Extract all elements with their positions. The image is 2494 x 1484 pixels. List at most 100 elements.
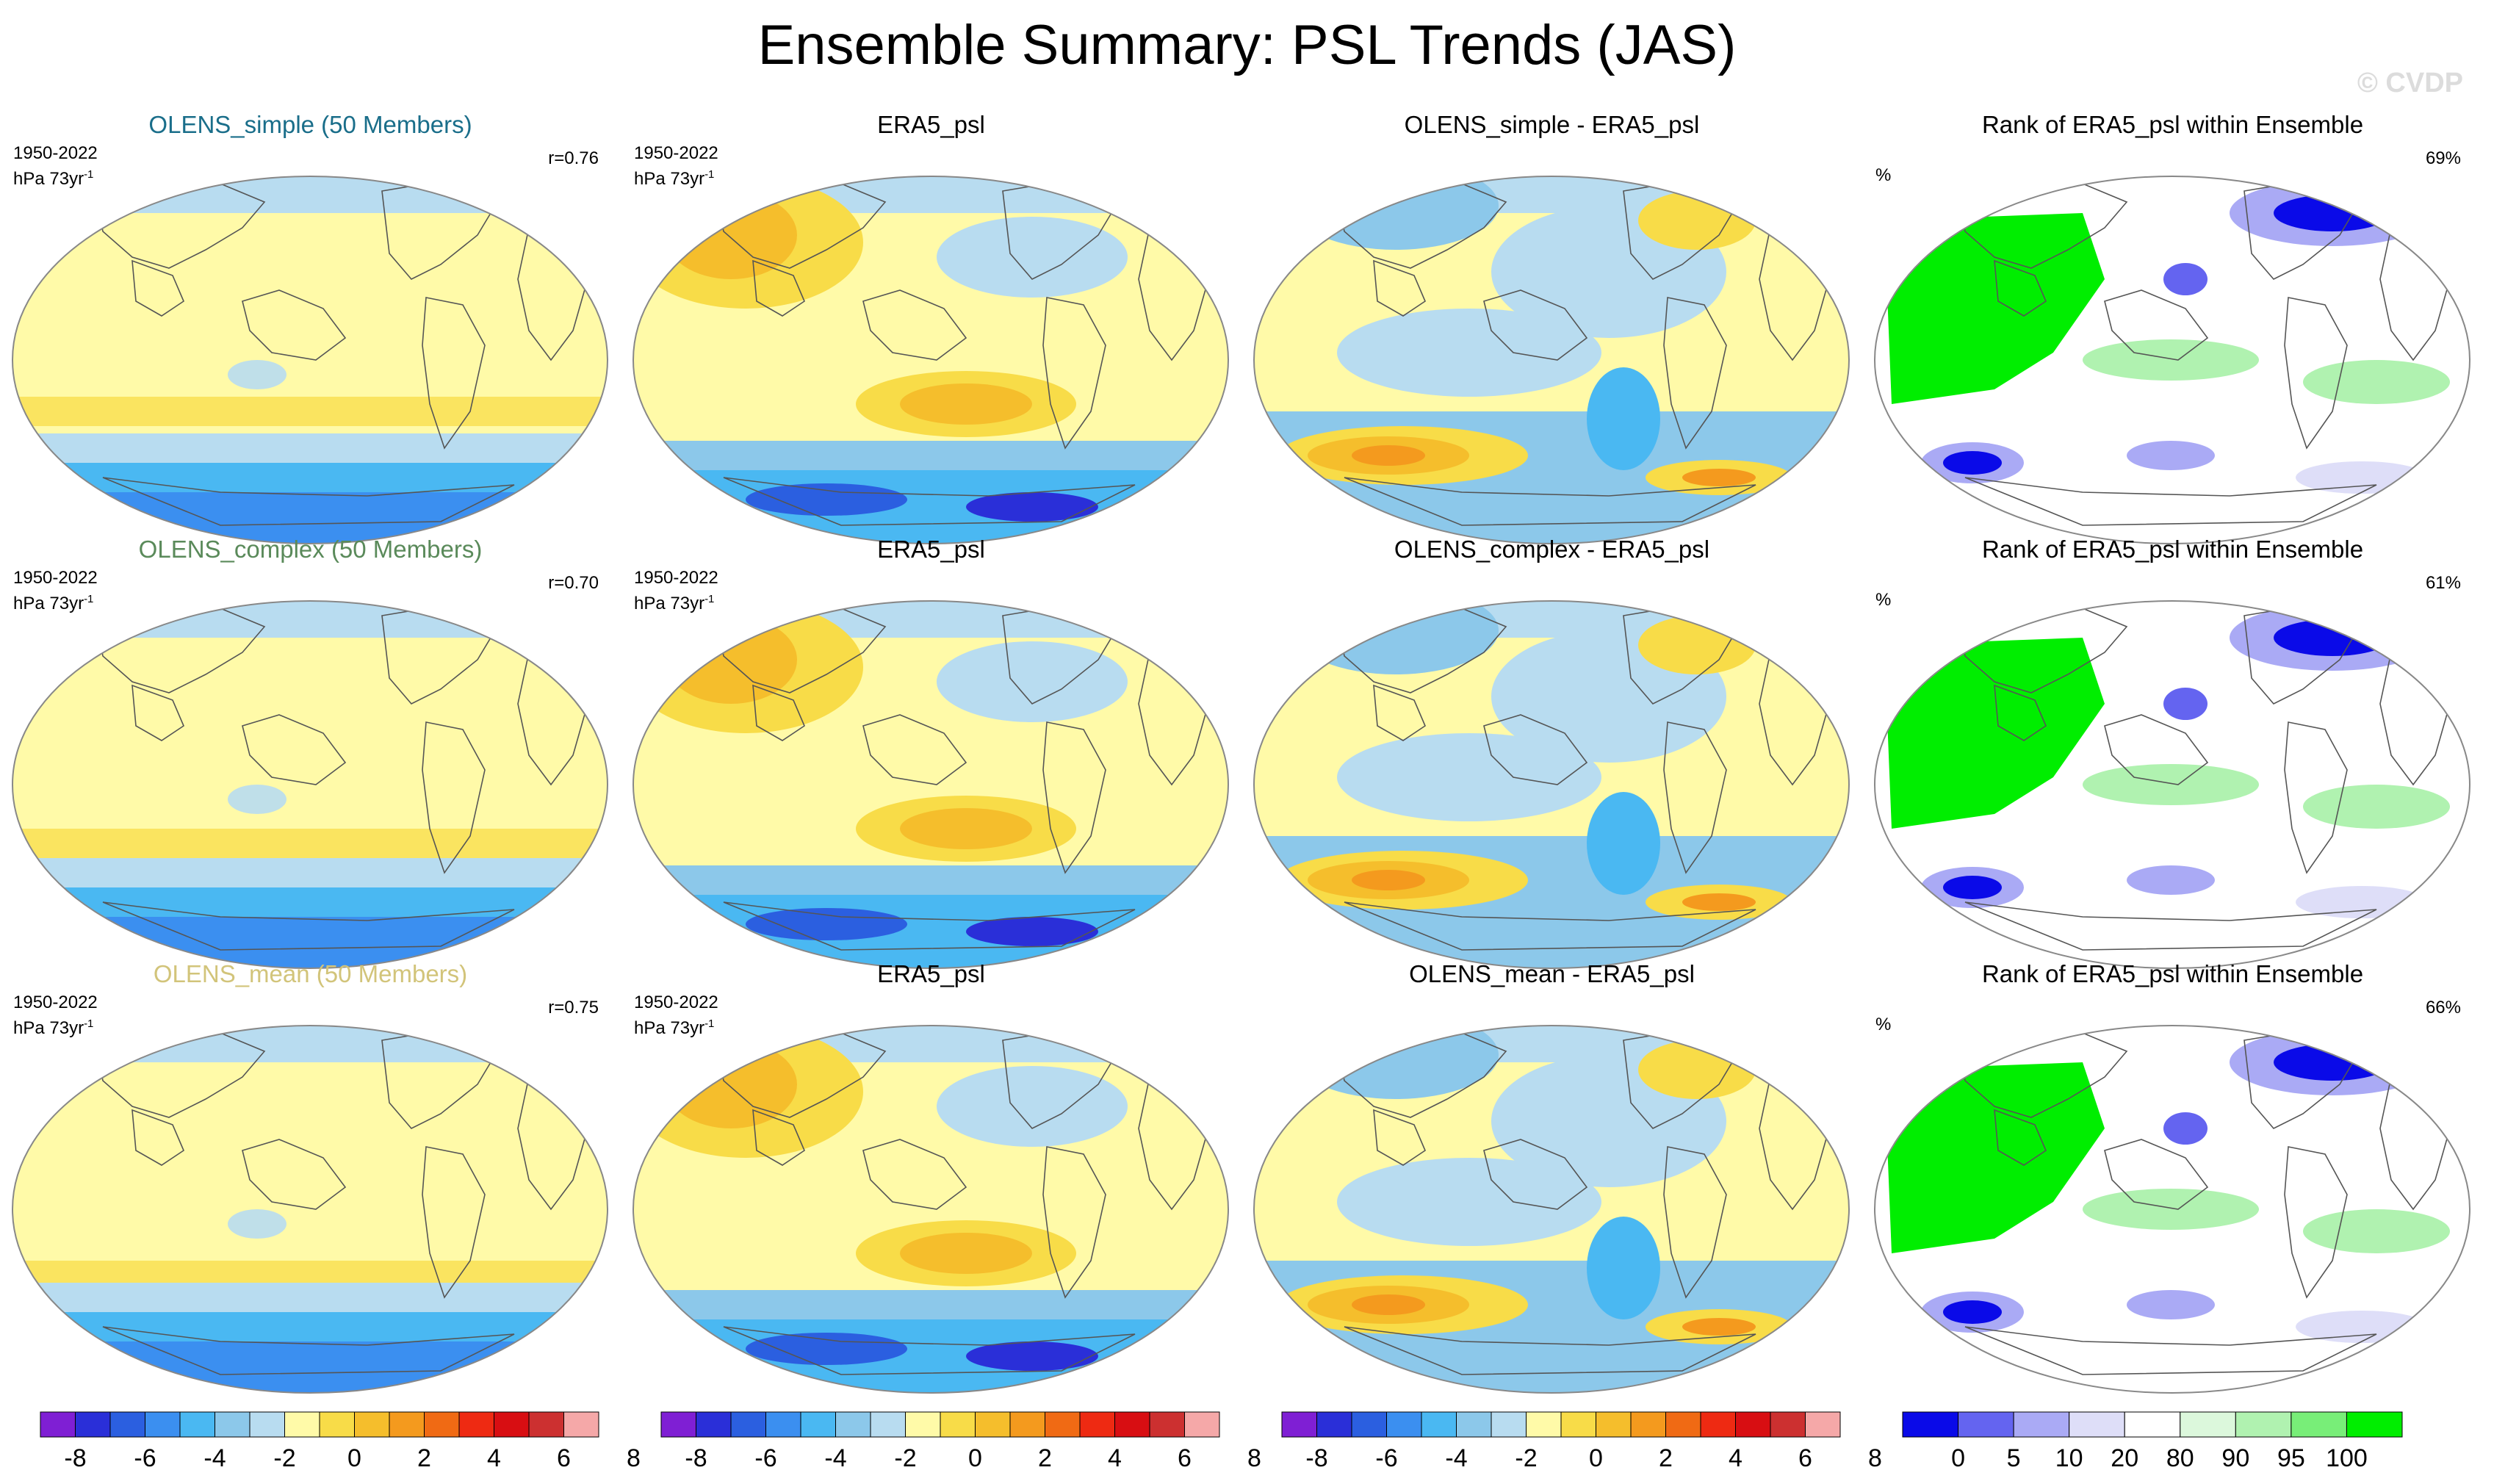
coastline xyxy=(2284,721,2348,874)
coastline xyxy=(1042,297,1106,450)
units-text: hPa 73yr xyxy=(13,594,84,613)
coastline xyxy=(752,684,805,741)
coastline xyxy=(862,714,967,785)
units-text: hPa 73yr xyxy=(634,169,705,189)
colorbar-swatch xyxy=(389,1411,425,1438)
coastline xyxy=(2104,714,2209,785)
coastline xyxy=(1994,259,2047,317)
colorbar-swatch xyxy=(905,1411,941,1438)
colorbar-tick-label: 0 xyxy=(968,1444,982,1472)
coastline xyxy=(1663,297,1727,450)
units-text: hPa 73yr xyxy=(634,594,705,613)
panel-title: Rank of ERA5_psl within Ensemble xyxy=(1981,536,2364,563)
colorbar-tick-label: -6 xyxy=(1375,1444,1397,1472)
colorbar-swatch xyxy=(2346,1411,2403,1438)
colorbar-swatch xyxy=(1149,1411,1185,1438)
coastline xyxy=(723,901,1136,951)
map-svg xyxy=(12,176,608,544)
units-label: hPa 73yr-1 xyxy=(634,1013,718,1039)
map-svg xyxy=(12,1025,608,1394)
coastline xyxy=(242,289,347,361)
colorbar-swatch xyxy=(1351,1411,1387,1438)
colorbar-tick-label: 0 xyxy=(1951,1444,1965,1472)
coastline xyxy=(1663,1146,1727,1299)
colorbar-swatch xyxy=(730,1411,766,1438)
units-label: hPa 73yr-1 xyxy=(13,1013,98,1039)
units-label: hPa 73yr-1 xyxy=(13,588,98,614)
colorbar-swatch xyxy=(109,1411,145,1438)
map-svg xyxy=(632,600,1229,969)
pattern-correlation: r=0.70 xyxy=(548,573,599,593)
period-label: 1950-2022 xyxy=(13,143,98,163)
map-panel: ERA5_psl 1950-2022 hPa 73yr-1 xyxy=(621,110,1241,544)
coastline xyxy=(1483,714,1588,785)
colorbar-swatch xyxy=(1630,1411,1666,1438)
coastline xyxy=(131,684,184,741)
units-exponent: -1 xyxy=(704,1017,715,1030)
colorbar-swatch xyxy=(284,1411,320,1438)
colorbar-swatch xyxy=(696,1411,732,1438)
coastline xyxy=(1994,684,2047,741)
coastline xyxy=(1483,289,1588,361)
map-svg xyxy=(12,600,608,969)
colorbar-swatch xyxy=(800,1411,836,1438)
units-text: hPa 73yr xyxy=(634,1018,705,1038)
colorbar-swatch xyxy=(215,1411,251,1438)
rank-percent: 61% xyxy=(2425,573,2461,593)
map-panel: ERA5_psl 1950-2022 hPa 73yr-1 xyxy=(621,959,1241,1394)
coastline xyxy=(1373,259,1426,317)
colorbar-tick-label: 8 xyxy=(627,1444,641,1472)
colorbar-swatch xyxy=(975,1411,1011,1438)
panel-meta: 1950-2022 hPa 73yr-1 xyxy=(634,143,718,190)
colorbar-swatch xyxy=(75,1411,111,1438)
coastline xyxy=(2284,1146,2348,1299)
period-label: 1950-2022 xyxy=(634,568,718,588)
map-panel: Rank of ERA5_psl within Ensemble% 69% xyxy=(1862,110,2483,544)
colorbar-swatch xyxy=(528,1411,564,1438)
map-svg xyxy=(1874,1025,2470,1394)
coastline xyxy=(1964,477,2377,526)
colorbar-tick-label: -8 xyxy=(685,1444,707,1472)
colorbar-tick-label: 95 xyxy=(2277,1444,2305,1472)
colorbar-tick-label: -2 xyxy=(1515,1444,1537,1472)
colorbar-swatch xyxy=(2291,1411,2347,1438)
colorbar-tick-label: 2 xyxy=(1659,1444,1673,1472)
coastline xyxy=(1344,1326,1756,1375)
period-label: 1950-2022 xyxy=(13,568,98,588)
colorbar-swatch xyxy=(1958,1411,2014,1438)
colorbar-tick-label: 100 xyxy=(2326,1444,2368,1472)
coastline xyxy=(752,1109,805,1166)
colorbar-tick-label: 10 xyxy=(2055,1444,2083,1472)
coastline xyxy=(2104,1139,2209,1210)
colorbar-swatch xyxy=(1902,1411,1959,1438)
colorbar-swatch xyxy=(1079,1411,1115,1438)
percent-symbol: % xyxy=(1875,165,1892,185)
colorbar-swatch xyxy=(1386,1411,1422,1438)
coastline xyxy=(131,1109,184,1166)
units-label: hPa 73yr-1 xyxy=(13,164,98,190)
map-svg xyxy=(1874,600,2470,969)
coastline xyxy=(1483,1139,1588,1210)
panel-title: ERA5_psl xyxy=(877,960,985,987)
colorbar-tick-label: 20 xyxy=(2111,1444,2138,1472)
colorbar-swatch xyxy=(1456,1411,1492,1438)
colorbar-swatch xyxy=(1805,1411,1841,1438)
colorbar-swatch xyxy=(40,1411,76,1438)
percent-symbol: % xyxy=(1875,590,1892,610)
coastline xyxy=(2284,297,2348,450)
colorbar-swatch xyxy=(940,1411,976,1438)
colorbar-swatch xyxy=(1665,1411,1701,1438)
colorbar-obs-svg: -8 -6 -4 -2 0 2 4 6 8 xyxy=(660,1411,1261,1472)
coastline xyxy=(102,901,515,951)
units-label: hPa 73yr-1 xyxy=(634,588,718,614)
pattern-correlation: r=0.75 xyxy=(548,998,599,1017)
colorbar-swatch xyxy=(765,1411,801,1438)
colorbar-swatch xyxy=(458,1411,494,1438)
coastline xyxy=(752,259,805,317)
percent-symbol: % xyxy=(1875,1015,1892,1034)
colorbar-swatch xyxy=(2013,1411,2070,1438)
coastline xyxy=(1373,684,1426,741)
colorbar-rank-svg: 0 5 10 20 80 90 95 100 xyxy=(1902,1411,2403,1472)
coastline xyxy=(242,1139,347,1210)
colorbar-swatch xyxy=(1735,1411,1771,1438)
